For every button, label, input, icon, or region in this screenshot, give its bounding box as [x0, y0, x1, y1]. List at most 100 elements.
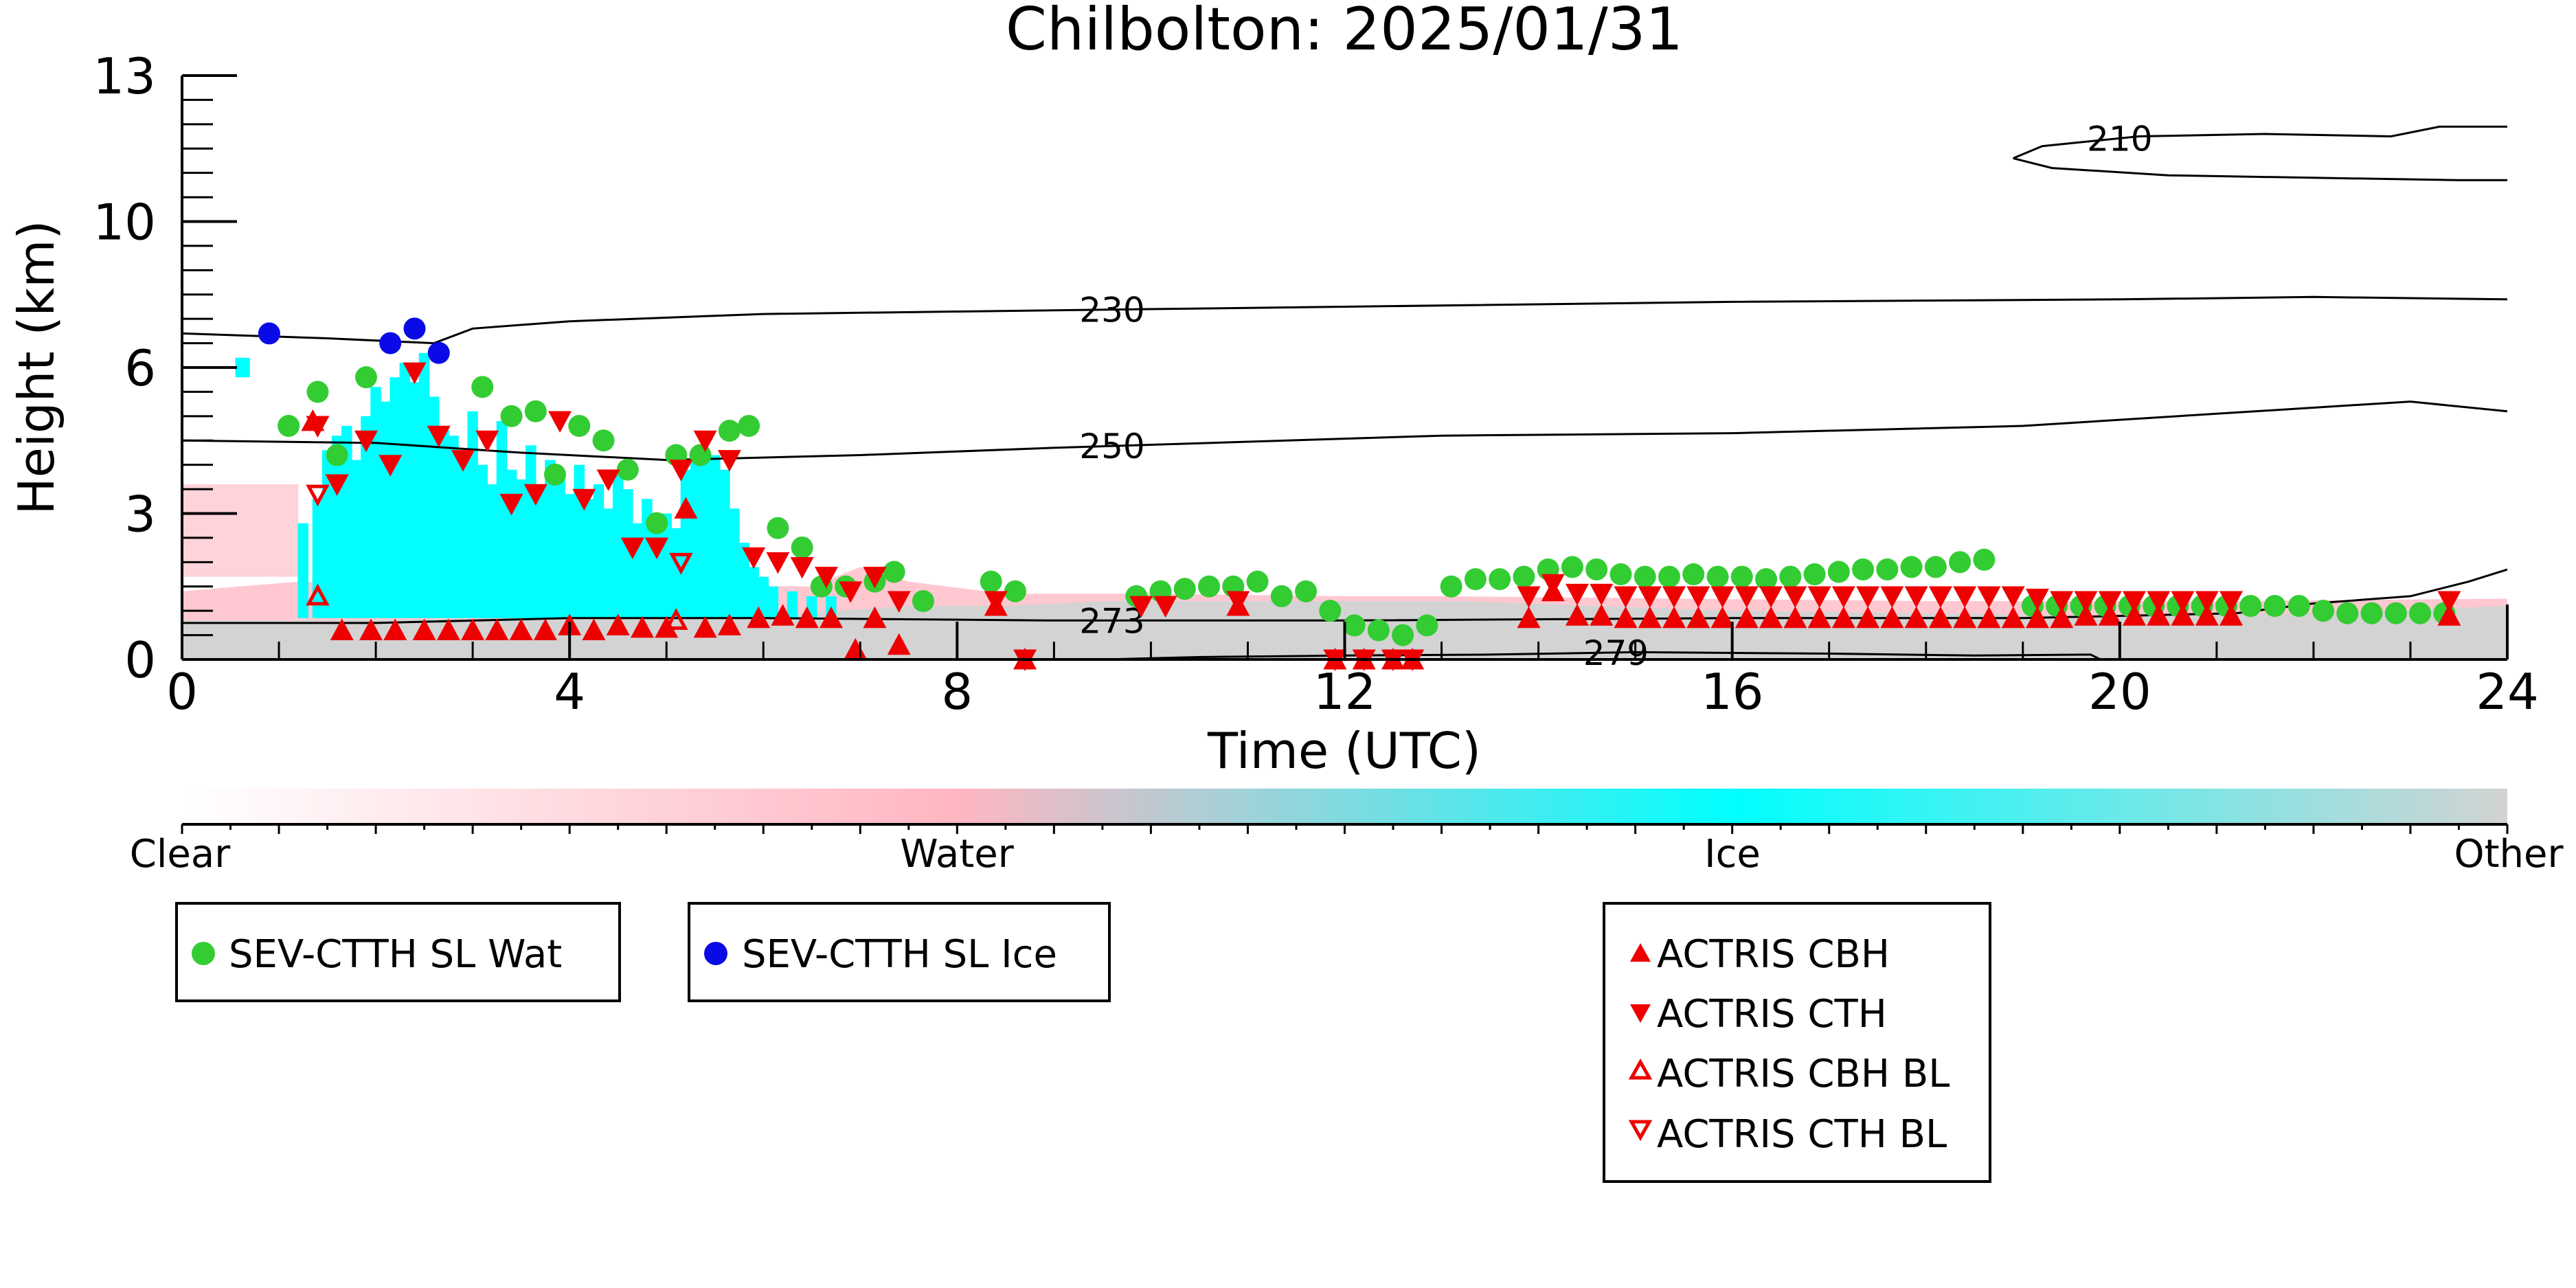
data-point	[1226, 591, 1250, 613]
data-point	[819, 606, 843, 629]
legend-actris: ACTRIS CBH ACTRIS CTH ACTRIS CBH BL ACTR…	[1603, 902, 1991, 1183]
y-ticks: 0 3 6 10 13	[93, 47, 237, 689]
x-tick-label: 12	[1313, 663, 1377, 721]
legend-sev-ice: SEV-CTTH SL Ice	[688, 902, 1111, 1002]
data-point	[2001, 586, 2025, 608]
data-point	[548, 411, 572, 433]
legend-marker-cth	[1630, 1004, 1651, 1023]
data-point	[326, 444, 348, 466]
data-point	[2147, 604, 2171, 626]
contour-label-210: 210	[2087, 119, 2152, 159]
data-point	[2360, 602, 2383, 624]
data-point	[1198, 575, 1221, 598]
ice-column	[341, 426, 352, 618]
data-point	[689, 444, 712, 466]
ice-column	[380, 401, 391, 618]
data-point	[1367, 619, 1390, 642]
data-point	[839, 581, 863, 603]
data-point	[1755, 568, 1778, 591]
data-point	[738, 415, 760, 437]
colorbar-label-water: Water	[900, 832, 1015, 877]
ice-column	[389, 377, 400, 618]
data-point	[475, 430, 499, 453]
contour-label-273: 273	[1079, 601, 1144, 641]
data-point	[1852, 558, 1875, 580]
ice-column	[438, 426, 449, 618]
data-point	[2122, 591, 2146, 613]
data-point	[1295, 580, 1318, 602]
data-point	[1807, 606, 1831, 629]
ice-column	[486, 484, 498, 618]
data-point	[1416, 614, 1438, 637]
data-point	[2025, 606, 2049, 629]
data-point	[669, 460, 693, 482]
data-point	[742, 547, 766, 569]
data-point	[1779, 565, 1802, 588]
ice-column	[670, 528, 682, 618]
data-point	[693, 430, 717, 453]
data-point	[1464, 568, 1487, 591]
data-point	[485, 618, 509, 640]
legend-label-wat: SEV-CTTH SL Wat	[229, 932, 562, 977]
data-point	[258, 322, 280, 345]
data-point	[427, 341, 450, 364]
data-point	[2098, 604, 2122, 626]
data-point	[306, 484, 330, 507]
ice-column	[632, 523, 643, 618]
data-point	[592, 429, 615, 452]
colorbar-fill	[182, 789, 2507, 823]
data-point	[767, 517, 789, 539]
data-point	[2050, 591, 2074, 613]
data-point	[582, 618, 606, 640]
ice-column	[457, 450, 468, 618]
data-point	[1953, 606, 1977, 629]
data-point	[771, 604, 795, 626]
data-point	[1831, 606, 1855, 629]
ice-column	[496, 420, 508, 618]
legend-marker-cbh	[1630, 943, 1651, 962]
data-point	[883, 561, 905, 583]
data-point	[1977, 606, 2001, 629]
data-point	[1953, 586, 1977, 608]
data-point	[1730, 565, 1753, 588]
legend-label-cbh-bl: ACTRIS CBH BL	[1657, 1052, 1950, 1096]
data-point	[306, 381, 329, 403]
contour-label-230: 230	[1079, 291, 1144, 330]
data-point	[1590, 583, 1614, 606]
ice-column	[477, 464, 488, 618]
ice-column	[515, 479, 527, 618]
data-point	[1928, 586, 1952, 608]
contour-line-210	[2013, 125, 2507, 159]
colorbar-label-clear: Clear	[130, 832, 231, 877]
data-point	[747, 606, 771, 629]
series-sev-ctth-sl-ice	[258, 317, 450, 364]
contour-labels: 210 230 250 273 279	[1079, 119, 2152, 673]
data-point	[1638, 606, 1662, 629]
contour-line-250	[182, 400, 2507, 462]
data-point	[1686, 586, 1710, 608]
data-point	[1783, 586, 1807, 608]
data-point	[1246, 570, 1269, 593]
legend-marker-cbh-bl	[1628, 1058, 1653, 1080]
data-point	[306, 583, 330, 606]
data-point	[1831, 586, 1855, 608]
data-point	[1513, 565, 1535, 588]
data-point	[436, 618, 460, 640]
data-point	[1928, 606, 1952, 629]
data-point	[1489, 568, 1511, 591]
data-point	[646, 512, 668, 534]
data-point	[2147, 591, 2171, 613]
data-point	[1319, 600, 1342, 622]
data-point	[630, 615, 654, 638]
data-point	[2263, 595, 2286, 618]
data-point	[2098, 591, 2122, 613]
data-point	[2239, 595, 2262, 618]
ice-column	[758, 576, 769, 618]
data-point	[1759, 606, 1783, 629]
ice-column	[418, 352, 430, 618]
data-point	[427, 425, 451, 448]
x-tick-label: 8	[941, 663, 973, 721]
ice-column	[729, 508, 740, 618]
ice-column	[429, 396, 440, 618]
